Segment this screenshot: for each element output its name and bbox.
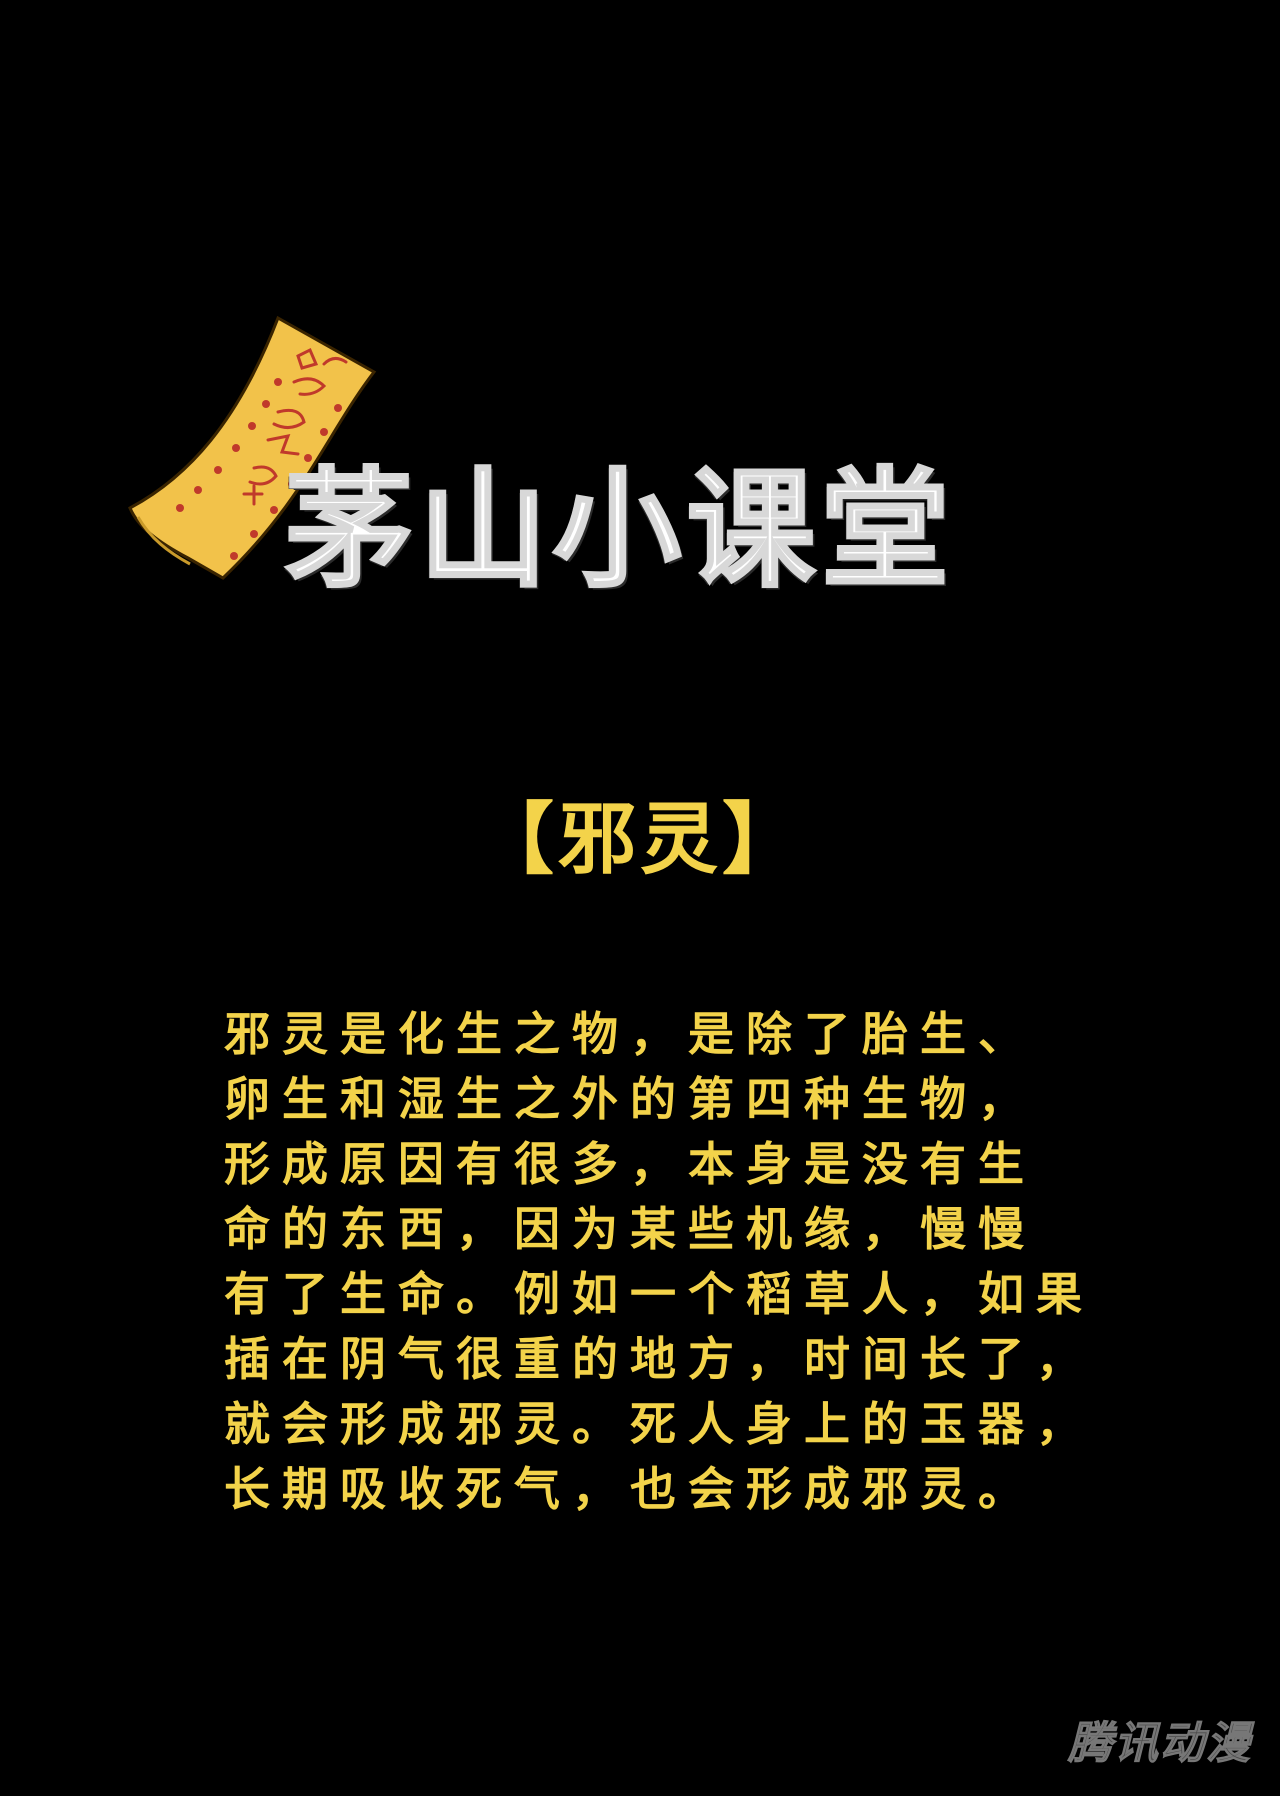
talisman-scroll-icon [128,315,377,580]
watermark-logo: 腾讯动漫 [1068,1718,1252,1770]
body-line: 邪灵是化生之物，是除了胎生、 [224,1007,1036,1061]
body-line: 卵生和湿生之外的第四种生物， [224,1072,1036,1126]
body-line: 形成原因有很多，本身是没有生 [224,1137,1036,1191]
body-line: 插在阴气很重的地方，时间长了， [224,1332,1094,1386]
topic-heading: 【邪灵】 [475,794,804,885]
body-paragraph: 邪灵是化生之物，是除了胎生、 卵生和湿生之外的第四种生物， 形成原因有很多，本身… [224,1002,1144,1522]
body-line: 就会形成邪灵。死人身上的玉器， [224,1397,1094,1451]
body-line: 长期吸收死气，也会形成邪灵。 [224,1462,1036,1516]
body-line: 命的东西，因为某些机缘，慢慢 [224,1202,1036,1256]
body-line: 有了生命。例如一个稻草人，如果 [224,1267,1094,1321]
page-title: 茅山小课堂 [284,454,956,607]
